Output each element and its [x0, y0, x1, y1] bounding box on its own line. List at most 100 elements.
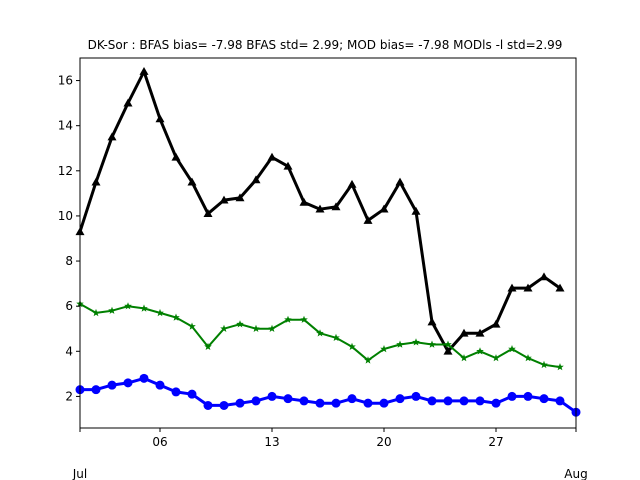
- y-tick-label: 16: [58, 74, 73, 88]
- data-point: [363, 215, 373, 224]
- data-point: [171, 152, 181, 161]
- data-point: [315, 204, 325, 213]
- data-point: [155, 380, 165, 390]
- data-point: [475, 396, 485, 406]
- data-point: [251, 396, 261, 406]
- data-point: [364, 356, 372, 364]
- data-point: [235, 193, 245, 202]
- data-point: [107, 132, 117, 141]
- data-point: [284, 315, 292, 323]
- data-point: [523, 391, 533, 401]
- data-point: [267, 391, 277, 401]
- data-point: [427, 396, 437, 406]
- data-point: [348, 342, 356, 350]
- data-point: [476, 347, 484, 355]
- plot-area: [75, 67, 581, 417]
- data-point: [108, 306, 116, 314]
- data-point: [283, 161, 293, 170]
- data-point: [396, 340, 404, 348]
- y-tick-label: 4: [65, 344, 73, 358]
- data-point: [203, 400, 213, 410]
- data-point: [283, 394, 293, 404]
- y-tick-label: 12: [58, 164, 73, 178]
- data-point: [332, 333, 340, 341]
- data-point: [540, 360, 548, 369]
- data-point: [363, 398, 373, 408]
- data-point: [508, 345, 516, 353]
- series-line: [79, 302, 561, 369]
- data-point: [235, 398, 245, 408]
- data-point: [220, 324, 228, 332]
- data-point: [123, 378, 133, 388]
- data-point: [331, 202, 341, 211]
- data-point: [204, 342, 212, 350]
- data-point: [219, 195, 229, 204]
- x-tick-label: Jul: [72, 467, 87, 480]
- data-point: [299, 197, 309, 206]
- data-point: [91, 385, 101, 395]
- x-tick-label: 27: [488, 435, 503, 449]
- data-point: [124, 302, 132, 310]
- data-point: [492, 354, 500, 362]
- data-point: [443, 396, 453, 406]
- data-point: [523, 283, 533, 292]
- x-tick-label: 20: [376, 435, 391, 449]
- data-point: [299, 396, 309, 406]
- data-point: [139, 373, 149, 383]
- data-point: [507, 391, 517, 401]
- data-point: [267, 152, 277, 161]
- data-point: [427, 317, 437, 326]
- x-tick-label: 06: [152, 435, 167, 449]
- data-point: [555, 396, 565, 406]
- series-3: [75, 373, 581, 417]
- data-point: [475, 328, 485, 337]
- data-point: [300, 315, 308, 323]
- data-point: [411, 206, 421, 215]
- data-point: [459, 396, 469, 406]
- series-line: [78, 376, 578, 414]
- data-point: [428, 340, 436, 348]
- x-tick-label: Aug: [564, 467, 587, 480]
- data-point: [107, 380, 117, 390]
- data-point: [171, 387, 181, 397]
- data-point: [379, 398, 389, 408]
- data-point: [139, 67, 149, 75]
- data-point: [252, 324, 260, 332]
- data-point: [395, 394, 405, 404]
- plot-frame: [79, 57, 577, 429]
- data-point: [507, 283, 517, 292]
- y-axis: 2 4 6 8 10 12 14 16: [58, 74, 80, 403]
- data-point: [524, 354, 532, 362]
- data-point: [347, 179, 357, 188]
- data-point: [411, 391, 421, 401]
- data-point: [380, 345, 388, 353]
- data-point: [268, 324, 276, 332]
- data-point: [251, 175, 261, 184]
- data-point: [491, 319, 501, 328]
- data-point: [539, 272, 549, 281]
- data-point: [219, 400, 229, 410]
- y-tick-label: 8: [65, 254, 73, 268]
- y-tick-label: 14: [58, 119, 73, 133]
- x-tick-label: 13: [264, 435, 279, 449]
- data-point: [443, 346, 453, 355]
- data-point: [187, 389, 197, 399]
- data-point: [412, 338, 420, 346]
- chart-title: DK-Sor : BFAS bias= -7.98 BFAS std= 2.99…: [88, 38, 563, 52]
- data-point: [188, 322, 196, 330]
- data-point: [347, 394, 357, 404]
- data-point: [91, 177, 101, 186]
- data-point: [379, 204, 389, 213]
- y-tick-label: 6: [65, 299, 73, 313]
- data-point: [155, 114, 165, 123]
- data-point: [123, 98, 133, 107]
- data-point: [316, 329, 324, 337]
- data-point: [236, 320, 244, 328]
- series-2: [76, 299, 564, 371]
- data-point: [555, 283, 565, 292]
- y-tick-label: 2: [65, 389, 73, 403]
- x-axis: Jul 06 13 20 27 Aug: [72, 428, 588, 480]
- data-point: [315, 398, 325, 408]
- data-point: [187, 177, 197, 186]
